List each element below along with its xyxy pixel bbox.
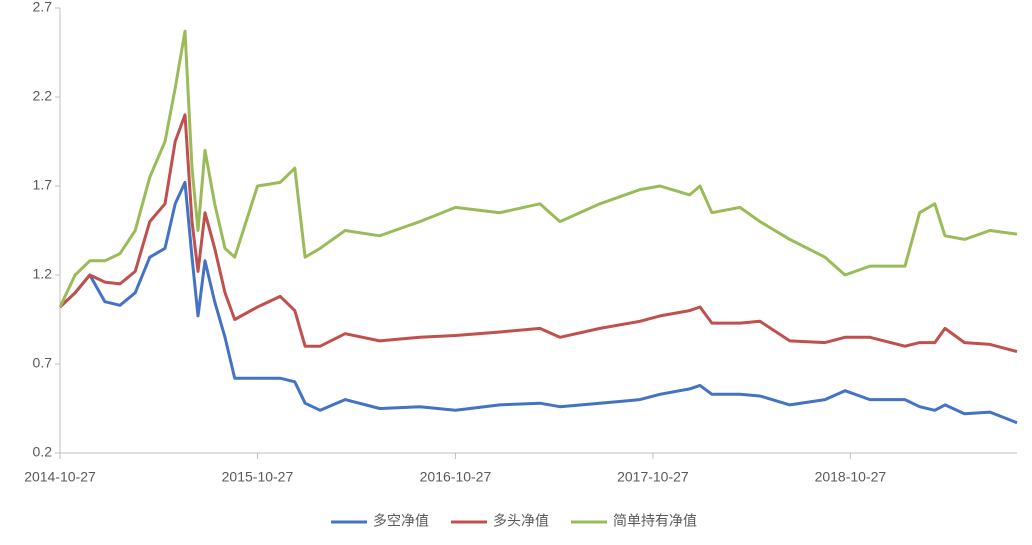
legend-label: 多头净值 [493, 513, 549, 529]
series-line [58, 113, 1018, 353]
x-tick-label: 2017-10-27 [617, 469, 689, 485]
x-tick-label: 2018-10-27 [815, 469, 887, 485]
y-tick-label: 0.2 [33, 444, 53, 460]
y-tick-label: 1.7 [33, 177, 53, 193]
legend-label: 简单持有净值 [613, 513, 697, 529]
x-tick-label: 2014-10-27 [24, 469, 96, 485]
y-tick-label: 2.7 [33, 0, 53, 15]
y-tick-label: 2.2 [33, 88, 53, 104]
series-line [58, 180, 1018, 425]
legend-label: 多空净值 [373, 513, 429, 529]
x-tick-label: 2015-10-27 [222, 469, 294, 485]
x-tick-label: 2016-10-27 [420, 469, 492, 485]
series-line [58, 29, 1018, 308]
y-tick-label: 1.2 [33, 266, 53, 282]
y-tick-label: 0.7 [33, 355, 53, 371]
